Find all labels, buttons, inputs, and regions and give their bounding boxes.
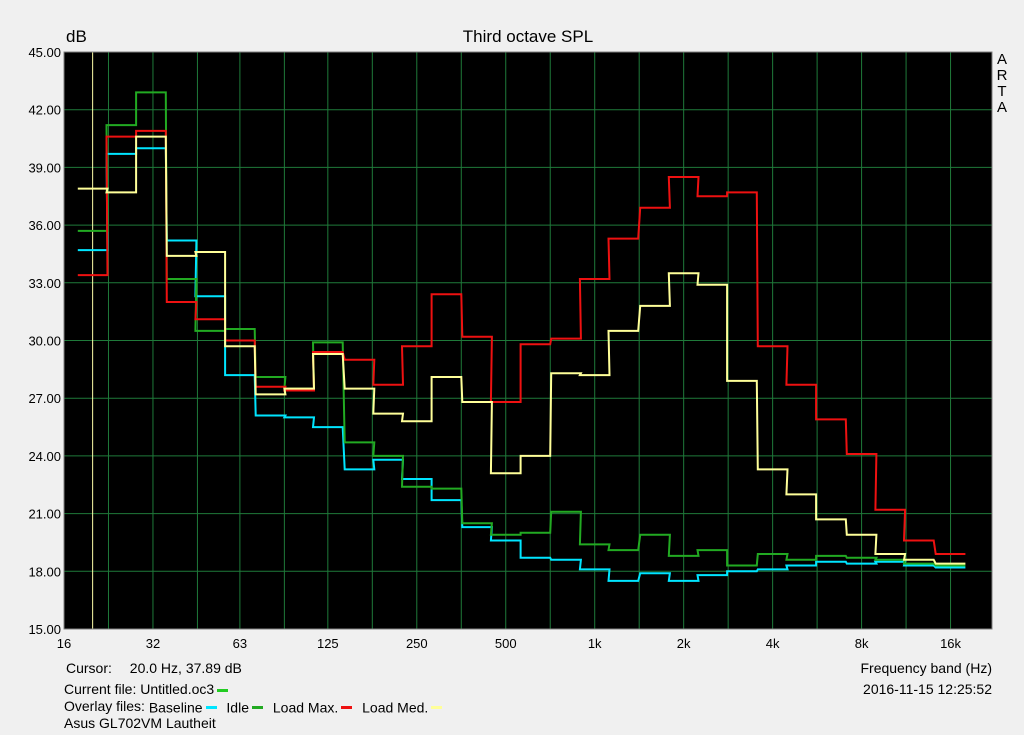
brand-letter: A [996, 51, 1007, 68]
y-tick-label: 30.00 [28, 334, 61, 349]
x-tick-label: 16k [940, 636, 961, 651]
y-tick-label: 42.00 [28, 103, 61, 118]
legend-entry-swatch [251, 705, 263, 709]
brand-letter: R [996, 67, 1008, 84]
caption: Asus GL702VM Lautheit [64, 715, 216, 731]
y-tick-label: 33.00 [28, 276, 61, 291]
cursor-value: 20.0 Hz, 37.89 dB [129, 660, 242, 676]
y-tick-label: 15.00 [28, 622, 61, 637]
y-tick-label: 39.00 [28, 160, 61, 175]
x-tick-label: 1k [588, 636, 602, 651]
overlay-legend: Overlay files: Baseline Idle Load Max. L… [64, 698, 448, 715]
series-layer [77, 91, 966, 582]
tick-labels: 15.00 18.00 21.00 24.00 27.00 30.00 33.00 36.00… [28, 45, 961, 651]
legend-entry-label: Baseline [148, 699, 203, 716]
x-tick-label: 8k [855, 636, 869, 651]
plot-border [63, 51, 993, 630]
legend-entry-swatch [431, 705, 443, 709]
y-tick-label: 24.00 [28, 449, 61, 464]
y-tick-label: 27.00 [28, 391, 61, 406]
y-tick-label: 36.00 [28, 218, 61, 233]
legend-entry-swatch [205, 705, 217, 709]
x-tick-label: 63 [233, 636, 247, 651]
cursor-readout: Cursor: 20.0 Hz, 37.89 dB [66, 660, 242, 676]
current-file-swatch [217, 688, 229, 692]
series-line-baseline [77, 147, 966, 582]
brand-letter: T [997, 83, 1007, 100]
current-file: Current file: Untitled.oc3 [64, 681, 234, 697]
x-tick-label: 500 [495, 636, 517, 651]
x-tick-label: 250 [406, 636, 428, 651]
legend-entry-label: Load Max. [272, 699, 339, 716]
current-file-label: Current file: [64, 681, 137, 697]
legend-entry-label: Idle [226, 699, 249, 716]
y-tick-label: 45.00 [28, 45, 61, 60]
y-axis-unit: dB [66, 27, 87, 46]
chart-title: Third octave SPL [463, 27, 593, 46]
series-line-load-med [77, 135, 966, 565]
timestamp: 2016-11-15 12:25:52 [863, 681, 992, 697]
current-file-name: Untitled.oc3 [140, 681, 215, 697]
x-tick-label: 32 [146, 636, 160, 651]
x-axis-label: Frequency band (Hz) [860, 660, 992, 676]
legend-entry-swatch [341, 705, 353, 709]
y-tick-label: 21.00 [28, 507, 61, 522]
cursor-label: Cursor: [66, 660, 112, 676]
spl-chart: 15.00 18.00 21.00 24.00 27.00 30.00 33.00 36.00… [28, 27, 993, 651]
y-tick-label: 18.00 [28, 564, 61, 579]
x-tick-label: 4k [766, 636, 780, 651]
x-tick-label: 125 [317, 636, 339, 651]
arta-brand: A R T A [995, 52, 1009, 116]
x-tick-label: 16 [57, 636, 71, 651]
legend-entry-label: Load Med. [362, 699, 429, 716]
overlay-label: Overlay files: [64, 698, 145, 714]
brand-letter: A [996, 99, 1007, 116]
x-tick-label: 2k [677, 636, 691, 651]
